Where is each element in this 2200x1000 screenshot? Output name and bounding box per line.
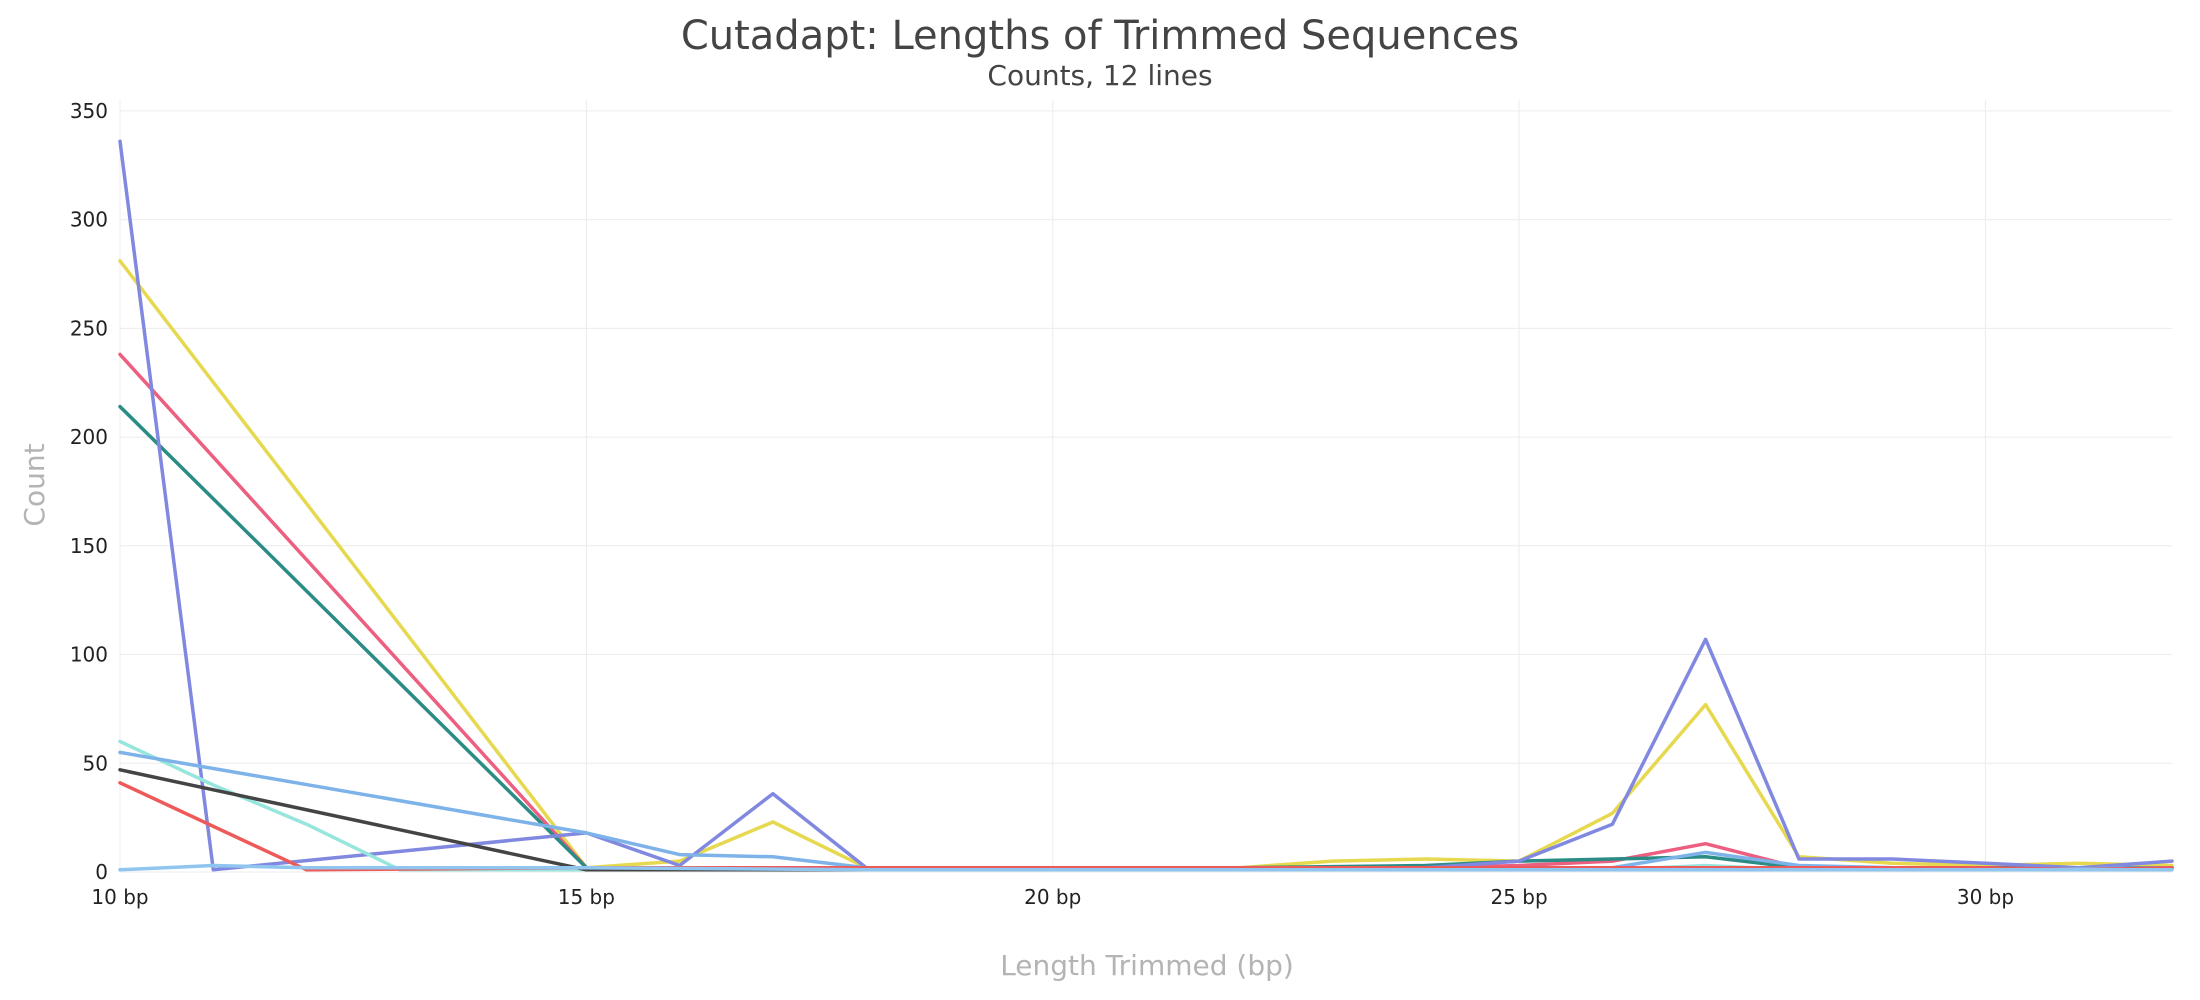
chart-title: Cutadapt: Lengths of Trimmed Sequences xyxy=(681,13,1519,59)
y-tick-label: 350 xyxy=(70,99,108,123)
chart-subtitle: Counts, 12 lines xyxy=(987,59,1212,92)
series-line-9 xyxy=(118,863,2174,872)
y-tick-label: 0 xyxy=(95,860,108,884)
x-axis-ticks: 10 bp 15 bp 20 bp 25 bp 30 bp xyxy=(91,885,2014,909)
y-tick-label: 250 xyxy=(70,316,108,340)
series-line-2 xyxy=(118,352,2174,870)
series-line-8 xyxy=(118,781,2174,872)
series-layer xyxy=(118,139,2174,872)
series-line-3 xyxy=(118,404,2174,870)
y-grid xyxy=(120,110,2172,873)
x-tick-label: 25 bp xyxy=(1490,885,1547,909)
x-tick-label: 20 bp xyxy=(1024,885,1081,909)
y-axis-label: Count xyxy=(18,443,51,526)
y-tick-label: 150 xyxy=(70,534,108,558)
y-axis-ticks: 0 50 100 150 200 250 300 350 xyxy=(70,99,108,884)
x-grid xyxy=(119,100,1986,872)
y-tick-label: 100 xyxy=(70,643,108,667)
series-line-1 xyxy=(118,259,2174,870)
y-tick-label: 50 xyxy=(83,751,108,775)
x-tick-label: 30 bp xyxy=(1957,885,2014,909)
series-line-6 xyxy=(118,750,2174,872)
y-tick-label: 300 xyxy=(70,208,108,232)
x-axis-label: Length Trimmed (bp) xyxy=(1000,949,1294,982)
x-tick-label: 15 bp xyxy=(558,885,615,909)
series-line-4 xyxy=(118,139,2174,872)
x-tick-label: 10 bp xyxy=(91,885,148,909)
y-tick-label: 200 xyxy=(70,425,108,449)
